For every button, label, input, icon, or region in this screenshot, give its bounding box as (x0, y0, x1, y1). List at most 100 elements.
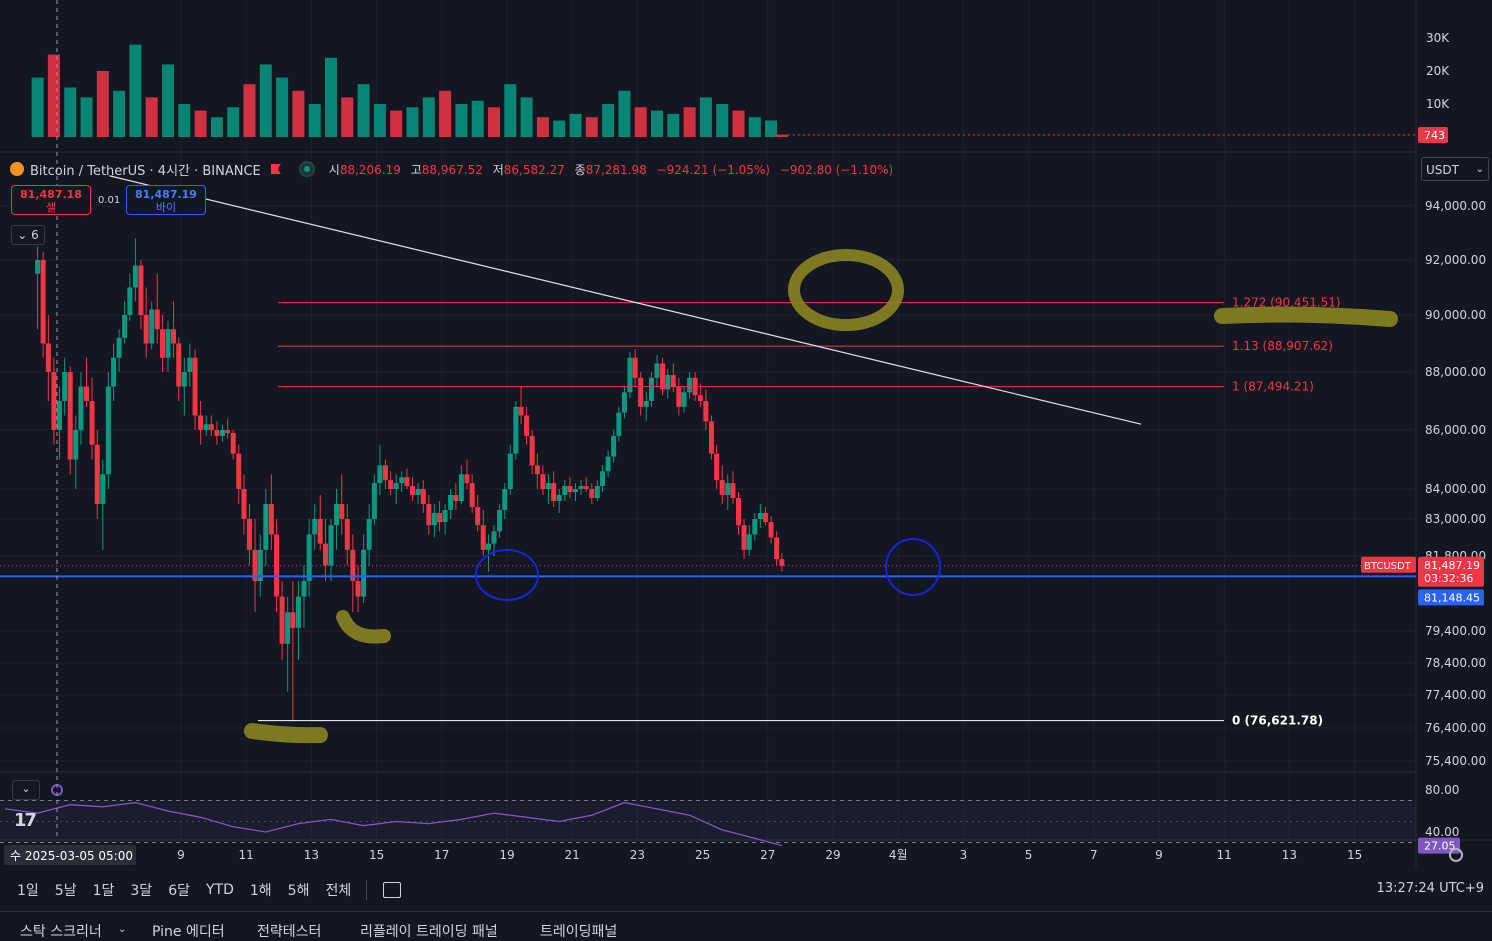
candle-body (485, 543, 491, 550)
bitcoin-icon (10, 162, 24, 176)
price-tick: 83,000.00 (1425, 512, 1486, 526)
chevron-down-icon[interactable]: ⌄ (118, 924, 127, 935)
candle-body (708, 421, 714, 454)
volume-last-label: 743 (1424, 129, 1445, 142)
candle-body (562, 486, 568, 495)
volume-bar (129, 44, 142, 137)
range-ytd[interactable]: YTD (205, 882, 234, 898)
candle-body (322, 543, 328, 566)
candle-body (779, 559, 785, 566)
sell-button[interactable]: 81,487.18 셀 (11, 185, 91, 215)
candle-body (236, 453, 242, 489)
currency-select[interactable]: USDT ⌄ (1421, 157, 1489, 181)
range-1y[interactable]: 1해 (249, 883, 272, 899)
candle-body (529, 435, 535, 466)
volume-bar (162, 64, 174, 137)
volume-bar (64, 87, 77, 137)
candle-body (171, 329, 177, 344)
candle-body (268, 504, 274, 535)
tab-pine-editor[interactable]: Pine 에디터 (152, 924, 225, 940)
candle-body (143, 315, 149, 344)
candle-body (105, 386, 111, 475)
sell-price: 81,487.18 (20, 188, 82, 201)
price-tick: 79,400.00 (1425, 624, 1486, 638)
candle-body (442, 510, 448, 523)
symbol-title[interactable]: Bitcoin / TetherUS · 4시간 · BINANCE (30, 163, 261, 179)
highlighter-circle (788, 249, 904, 331)
candle-body (736, 498, 741, 526)
crosshair-date-label: 수 2025-03-05 05:00 (10, 849, 133, 863)
candle-body (78, 386, 84, 430)
drawings: 1.272 (90,451.51) 1.13 (88,907.62) 1 (87,4… (0, 0, 1416, 840)
tab-trading-panel[interactable]: 트레이딩패널 (540, 924, 618, 940)
candle-body (697, 395, 703, 401)
candle-body (51, 372, 57, 430)
volume-bar (488, 107, 500, 137)
candle-body (122, 315, 128, 338)
candle-body (660, 363, 666, 390)
candle-body (203, 424, 209, 430)
fib-level-label: 1.13 (88,907.62) (1232, 339, 1333, 353)
candle-body (518, 406, 524, 416)
low-value: 86,582.27 (503, 162, 565, 177)
volume-bar (585, 117, 598, 137)
flag-icon[interactable] (270, 164, 281, 174)
candle-body (513, 406, 519, 454)
tab-strategy-tester[interactable]: 전략테스터 (257, 924, 322, 940)
rsi-line (4, 801, 783, 847)
buy-button[interactable]: 81,487.19 바이 (126, 185, 206, 215)
price-tick: 75,400.00 (1425, 754, 1486, 768)
rsi-collapse-button[interactable]: ⌄ (12, 780, 40, 800)
candle-body (540, 474, 546, 489)
tab-replay-trading[interactable]: 리플레이 트레이딩 패널 (360, 924, 498, 940)
candle-body (497, 510, 503, 532)
candle-body (100, 474, 106, 504)
volume-bar (308, 104, 321, 137)
indicators-collapse-button[interactable]: ⌄ 6 (11, 225, 45, 245)
range-5y[interactable]: 5해 (287, 883, 310, 899)
volume-bar (716, 104, 729, 137)
highlighter-stroke (244, 723, 328, 744)
volume-bar (292, 90, 305, 137)
range-all[interactable]: 전체 (325, 883, 352, 899)
candle-body (589, 489, 595, 498)
chart-canvas[interactable]: 30K 20K 10K 743 94,000.00 92,000.00 90,000.00 8… (0, 0, 1492, 872)
candle-body (230, 432, 236, 454)
range-3m[interactable]: 3달 (130, 883, 153, 899)
volume-bar (325, 57, 337, 137)
fib-level-label: 0 (76,621.78) (1232, 714, 1323, 728)
range-toolbar: 1일 5날 1달 3달 6달 YTD 1해 5해 전체 (0, 873, 1492, 907)
rsi-last-tag (1418, 837, 1460, 854)
price-pane (35, 238, 785, 722)
candle-body (366, 519, 372, 550)
price-tick: 92,000.00 (1425, 253, 1486, 267)
candle-body (676, 386, 682, 407)
gear-icon[interactable] (1449, 848, 1463, 862)
highlighter-stroke (1214, 306, 1398, 327)
volume-bar (210, 117, 223, 137)
range-5d[interactable]: 5날 (54, 883, 77, 899)
price-tick: 84,000.00 (1425, 482, 1486, 496)
time-axis: 수 2025-03-05 05:00 9 11 13 15 17 19 21 23 25 27 29 4… (4, 845, 1362, 865)
volume-bar (520, 97, 533, 137)
candle-body (448, 495, 454, 510)
candle-body (187, 357, 193, 372)
calendar-icon[interactable] (383, 882, 402, 898)
volume-tick: 10K (1426, 97, 1450, 111)
candle-body (746, 534, 752, 550)
close-label: 종 (574, 162, 586, 177)
range-6m[interactable]: 6달 (168, 883, 190, 899)
candle-body (225, 430, 231, 433)
volume-bar (276, 77, 289, 137)
volume-bar (602, 104, 615, 137)
open-value: 88,206.19 (339, 162, 401, 177)
range-1m[interactable]: 1달 (92, 883, 115, 899)
range-1d[interactable]: 1일 (17, 883, 39, 899)
low-label: 저 (492, 162, 504, 177)
candle-body (219, 430, 225, 436)
tab-stock-screener[interactable]: 스탁 스크리너 (20, 924, 102, 940)
candle-body (127, 287, 133, 315)
candle-body (306, 534, 312, 581)
clock[interactable]: 13:27:24 UTC+9 (1376, 881, 1484, 896)
candle-body (551, 483, 557, 501)
